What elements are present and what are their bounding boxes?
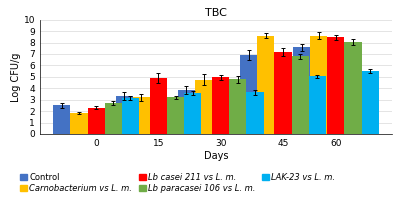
Bar	[88, 108, 105, 134]
Bar	[212, 77, 229, 134]
Y-axis label: Log CFU/g: Log CFU/g	[11, 52, 21, 101]
Bar	[309, 76, 326, 134]
Bar	[133, 97, 150, 134]
Bar	[195, 80, 212, 134]
Bar	[310, 36, 327, 134]
Bar	[229, 79, 246, 134]
Bar	[246, 92, 264, 134]
Title: TBC: TBC	[205, 7, 227, 18]
Bar	[274, 52, 292, 134]
Bar	[240, 55, 257, 134]
Bar	[116, 96, 133, 134]
Bar	[184, 93, 201, 134]
Bar	[105, 103, 122, 134]
Legend: Control, Carnobacterium vs L. m., Lb casei 211 vs L. m., Lb paracasei 106 vs L. : Control, Carnobacterium vs L. m., Lb cas…	[20, 173, 335, 193]
Bar	[327, 37, 344, 134]
Bar	[362, 71, 379, 134]
Bar	[344, 42, 362, 134]
Bar	[53, 105, 70, 134]
Bar	[150, 78, 167, 134]
Bar	[167, 97, 184, 134]
Bar	[293, 47, 310, 134]
Bar	[257, 36, 274, 134]
X-axis label: Days: Days	[204, 151, 228, 161]
Bar	[292, 56, 309, 134]
Bar	[70, 113, 88, 134]
Bar	[178, 90, 195, 134]
Bar	[122, 98, 139, 134]
